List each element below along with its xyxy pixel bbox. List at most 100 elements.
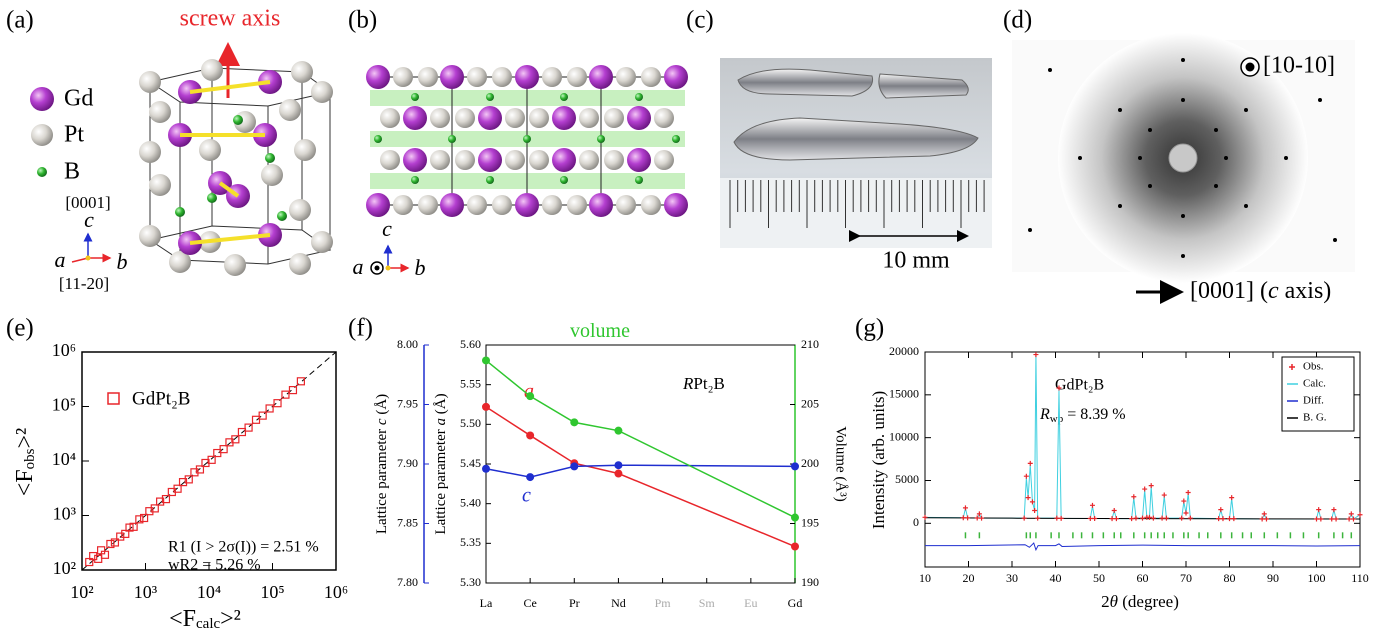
beam-stop [1168,143,1198,173]
legend-label: Calc. [1303,378,1326,390]
data-point [156,497,165,506]
x-tick-label: 80 [1224,571,1236,585]
text-part: axis) [1279,278,1332,304]
atom-pt [616,195,636,215]
x-tick-label: Gd [788,596,803,610]
atom-b [175,207,185,217]
atom-pt [467,67,487,87]
reference-line [81,351,337,571]
y2-tick-label: 190 [801,575,819,589]
data-point [965,515,971,521]
data-point [791,513,799,522]
atom-pt [149,101,171,123]
axis-label: b [415,255,426,280]
axis-label: c [382,216,392,241]
data-point [974,515,980,521]
y-tick-label: 10² [53,558,76,578]
data-point [1027,460,1033,466]
legend-marker [107,392,120,405]
data-point [1113,516,1119,522]
atom-pt [149,174,171,196]
laue-spot [1138,156,1142,160]
laue-spot [1048,68,1052,72]
legend-label: Diff. [1303,395,1324,407]
panel-label: (b) [348,7,377,34]
data-point [614,426,623,435]
origin [385,265,391,271]
atom-pt [201,59,223,81]
atom-gd [403,106,427,130]
laue-spot [1333,238,1337,242]
data-point [244,423,253,432]
data-point [1261,511,1267,517]
data-point [1056,385,1062,391]
y2-tick-label: 205 [801,396,819,410]
data-point [1259,516,1265,522]
atom-gd [664,65,688,89]
atom-pt [261,164,283,186]
data-point [1329,516,1335,522]
text-part: 2 [1101,592,1110,611]
y-tick-label: 10⁶ [52,340,76,360]
crystal [733,117,979,161]
y3-tick-label: 7.95 [397,396,418,410]
data-point [482,356,490,365]
x-axis-label: 2θ (degree) [1101,592,1179,611]
data-point [1092,516,1098,522]
data-point [231,435,240,444]
data-point [1150,515,1156,521]
data-point [178,478,188,487]
legend-label: Pt [64,122,84,148]
y2-tick-label: 195 [801,515,819,529]
text-part: c [1268,278,1279,304]
y2-axis-label: Volume (Å³) [833,426,849,501]
data-point [1333,516,1339,522]
atom-pt [224,254,246,276]
laue-spot [1148,184,1152,188]
data-point [791,462,799,471]
atom-pt [604,150,624,170]
data-point [121,529,130,538]
y-tick-label: 5.30 [460,575,481,589]
data-point [614,469,623,478]
data-point [962,505,968,511]
crystal-structure [139,42,333,276]
atom-gd [478,106,502,130]
atom-b [635,93,643,101]
legend-label: Obs. [1303,361,1324,373]
axis-label: a [353,254,364,279]
data-point [1089,502,1095,508]
atom-gd [366,65,390,89]
y3-tick-label: 7.85 [397,515,418,529]
y-tick-label: 5.40 [460,495,481,509]
data-point [296,377,305,386]
text-part: c [374,418,390,425]
data-point [145,507,154,516]
text-part: Lattice parameter [433,425,449,534]
atom-pt [455,150,475,170]
atom-b [277,211,287,221]
text-part: Pt₂B [693,374,724,393]
data-point [1159,515,1165,521]
data-point [1148,483,1154,489]
atom-gd [440,193,464,217]
data-point [1346,516,1352,522]
data-point [1185,489,1191,495]
origin [85,255,91,261]
bond [218,181,240,198]
data-point [1161,492,1167,498]
atom-pt [139,71,161,93]
text-part: (degree) [1118,592,1179,611]
x-axis-label: <Fcalc>² [169,606,241,633]
x-tick-label: 50 [1093,571,1105,585]
x-tick-label: 10⁶ [324,582,348,602]
data-point [1227,516,1232,522]
laue-spot [1118,108,1122,112]
crystal [737,68,874,97]
atom-pt [418,195,438,215]
x-tick-label: 40 [1050,571,1062,585]
y-axis-label: <Fobs>² [12,428,39,496]
x-tick-label: Pm [655,596,672,610]
x-tick-label: Eu [744,596,757,610]
